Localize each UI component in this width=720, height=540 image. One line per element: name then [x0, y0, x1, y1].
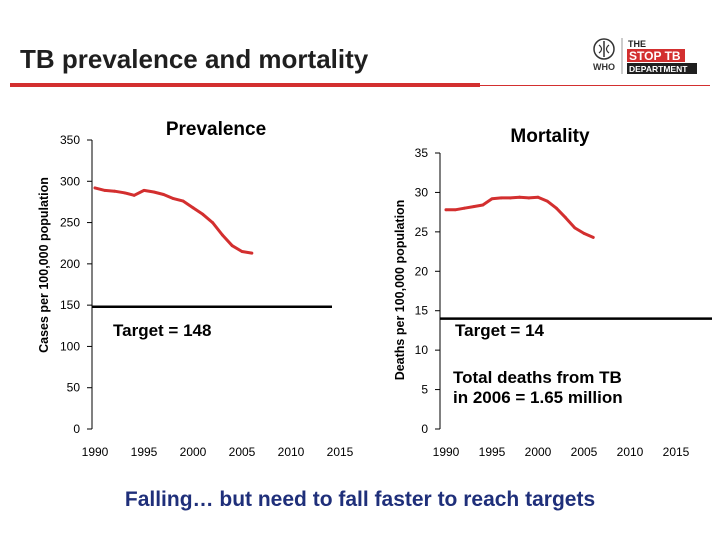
prevalence-data-point — [201, 212, 205, 216]
prevalence-data-point — [132, 193, 136, 197]
mortality-y-tick-label: 20 — [415, 264, 429, 278]
mortality-y-tick-label: 35 — [415, 146, 429, 160]
mortality-chart: Mortality Deaths per 100,000 population … — [393, 126, 712, 459]
mortality-data-point — [564, 216, 567, 220]
mortality-x-tick-label: 1990 — [433, 445, 460, 459]
prevalence-x-tick-label: 2000 — [180, 445, 207, 459]
prevalence-data-point — [103, 188, 107, 192]
mortality-data-point — [472, 205, 475, 209]
prevalence-y-tick-label: 100 — [60, 339, 80, 353]
mortality-y-tick-label: 5 — [421, 383, 428, 397]
prevalence-data-point — [230, 244, 234, 248]
mortality-data-point — [545, 199, 549, 203]
mortality-data-point — [536, 195, 540, 199]
mortality-data-point — [573, 226, 577, 230]
prevalence-data-point — [113, 189, 116, 193]
prevalence-target-label: Target = 148 — [113, 321, 211, 340]
prevalence-title: Prevalence — [166, 119, 266, 140]
mortality-data-point — [444, 208, 448, 212]
mortality-y-tick-label: 15 — [415, 304, 429, 318]
prevalence-chart: Prevalence Cases per 100,000 population … — [37, 119, 354, 459]
prevalence-data-point — [211, 221, 215, 224]
mortality-x-tick-label: 1995 — [479, 445, 506, 459]
prevalence-y-tick-label: 300 — [60, 174, 80, 188]
mortality-data-point — [518, 195, 521, 199]
prevalence-data-point — [142, 188, 146, 192]
prevalence-y-tick-label: 350 — [60, 133, 80, 147]
stop-tb-logo: WHO THE STOP TB DEPARTMENT — [593, 38, 697, 74]
prevalence-x-tick-label: 2010 — [278, 445, 305, 459]
prevalence-data-point — [162, 193, 166, 196]
mortality-series-line — [444, 195, 595, 239]
prevalence-y-tick-label: 50 — [67, 381, 81, 395]
mortality-y-axis-label: Deaths per 100,000 population — [393, 200, 407, 381]
mortality-data-point — [481, 203, 485, 207]
prevalence-data-point — [221, 233, 224, 237]
prevalence-data-point — [93, 186, 97, 190]
mortality-y-tick-label: 25 — [415, 225, 429, 239]
mortality-y-tick-label: 0 — [421, 422, 428, 436]
prevalence-x-tick-label: 2005 — [229, 445, 256, 459]
title-underline-thin — [480, 85, 710, 86]
mortality-data-point — [490, 197, 494, 201]
page-title: TB prevalence and mortality — [20, 44, 369, 74]
prevalence-data-point — [181, 199, 185, 203]
prevalence-y-tick-label: 250 — [60, 216, 80, 230]
mortality-data-point — [582, 232, 586, 235]
prevalence-y-axis-label: Cases per 100,000 population — [37, 177, 51, 353]
mortality-y-tick-label: 30 — [415, 185, 429, 199]
prevalence-data-point — [123, 191, 126, 195]
brand-line-2: STOP TB — [629, 49, 681, 63]
prevalence-data-point — [152, 190, 156, 194]
mortality-x-tick-label: 2015 — [663, 445, 690, 459]
brand-line-3: DEPARTMENT — [629, 64, 688, 74]
title-underline — [10, 83, 480, 87]
mortality-x-tick-label: 2005 — [571, 445, 598, 459]
prevalence-data-point — [250, 251, 254, 255]
prevalence-x-tick-label: 1990 — [82, 445, 109, 459]
mortality-x-tick-label: 2010 — [617, 445, 644, 459]
mortality-target-label: Target = 14 — [455, 321, 545, 340]
mortality-x-tick-label: 2000 — [525, 445, 552, 459]
mortality-title: Mortality — [510, 126, 590, 147]
prevalence-data-point — [191, 206, 195, 210]
prevalence-x-tick-label: 1995 — [131, 445, 158, 459]
mortality-data-point — [591, 235, 595, 239]
mortality-data-point — [499, 196, 503, 200]
mortality-data-point — [463, 206, 466, 210]
who-emblem-icon — [593, 38, 615, 60]
footer-caption: Falling… but need to fall faster to reac… — [124, 488, 596, 511]
mortality-data-point — [453, 208, 457, 212]
mortality-data-point — [527, 196, 531, 200]
prevalence-data-point — [172, 197, 175, 201]
mortality-annotation-line-2: in 2006 = 1.65 million — [453, 388, 623, 407]
mortality-annotation-line-1: Total deaths from TB — [453, 368, 622, 387]
who-label: WHO — [593, 62, 615, 72]
prevalence-x-tick-label: 2015 — [327, 445, 354, 459]
brand-line-1: THE — [628, 39, 646, 49]
prevalence-y-tick-label: 150 — [60, 298, 80, 312]
prevalence-data-point — [240, 250, 244, 253]
mortality-data-point — [509, 196, 512, 200]
prevalence-y-tick-label: 200 — [60, 257, 80, 271]
mortality-data-point — [555, 206, 558, 210]
prevalence-y-tick-label: 0 — [73, 422, 80, 436]
mortality-y-tick-label: 10 — [415, 343, 429, 357]
